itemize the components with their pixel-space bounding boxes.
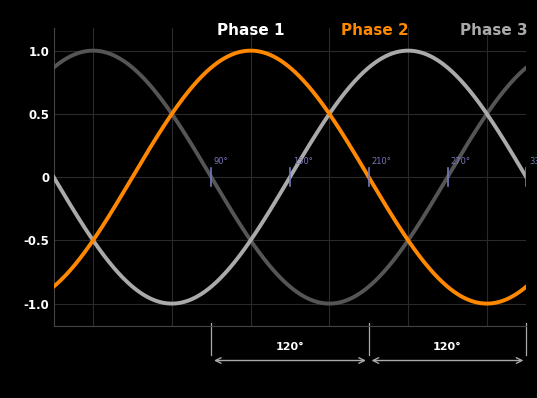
Text: 210°: 210° bbox=[372, 157, 391, 166]
Text: Phase 3: Phase 3 bbox=[460, 23, 527, 38]
Text: 270°: 270° bbox=[450, 157, 470, 166]
Text: Phase 1: Phase 1 bbox=[217, 23, 285, 38]
Text: 120°: 120° bbox=[433, 341, 462, 352]
Text: 150°: 150° bbox=[293, 157, 313, 166]
Text: 120°: 120° bbox=[275, 341, 304, 352]
Text: Phase 2: Phase 2 bbox=[342, 23, 409, 38]
Text: 90°: 90° bbox=[214, 157, 228, 166]
Text: 330°: 330° bbox=[529, 157, 537, 166]
